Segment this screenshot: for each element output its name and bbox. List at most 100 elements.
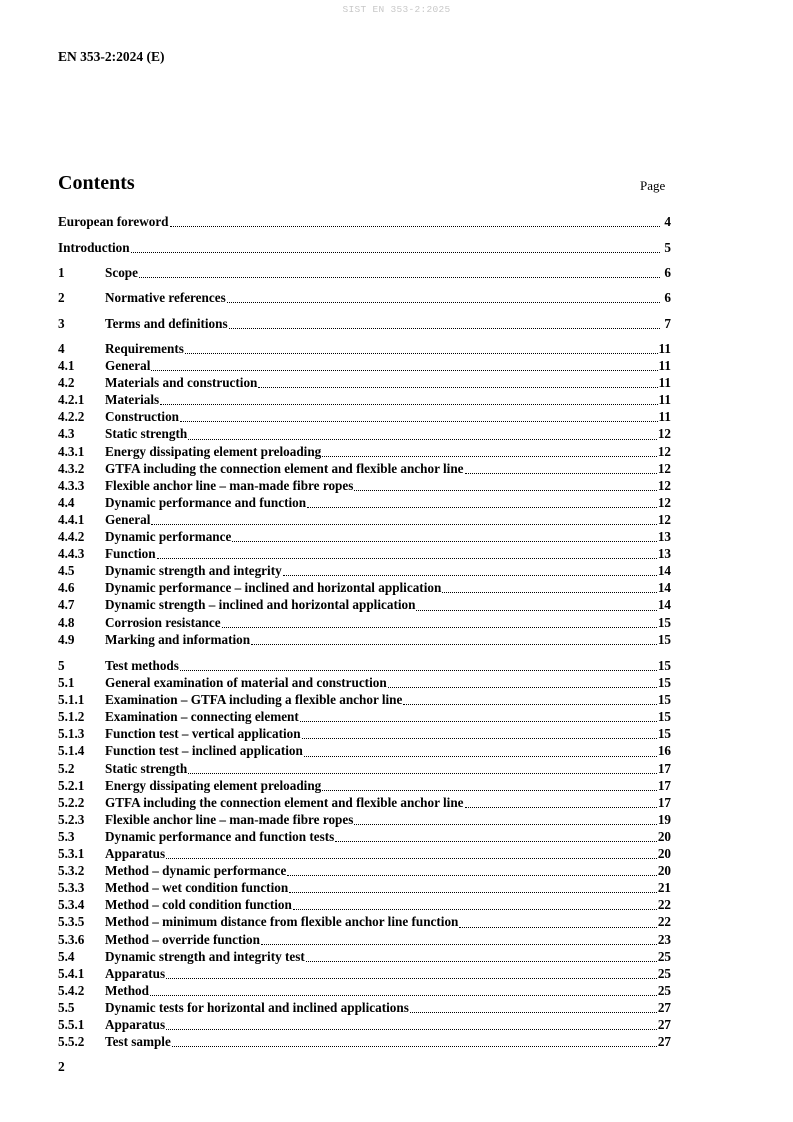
- toc-entry[interactable]: 5.1 General examination of material and c…: [58, 675, 671, 692]
- toc-entry-title: General: [105, 511, 151, 527]
- toc-entry-title: Dynamic strength and integrity test: [105, 948, 305, 964]
- toc-entry[interactable]: 4.8 Corrosion resistance 15: [58, 615, 671, 632]
- toc-entry[interactable]: 5.3.6 Method – override function 23: [58, 932, 671, 949]
- toc-entry-page: 22: [657, 897, 671, 913]
- toc-entry-number: 5.2: [58, 760, 75, 776]
- toc-entry[interactable]: 5.2.1 Energy dissipating element preloadi…: [58, 778, 671, 795]
- page-column-label: Page: [640, 178, 666, 193]
- toc-entry[interactable]: 5.3 Dynamic performance and function test…: [58, 829, 671, 846]
- toc-entry[interactable]: 4.3.3 Flexible anchor line – man-made fib…: [58, 478, 671, 495]
- toc-entry[interactable]: 4.9 Marking and information 15: [58, 632, 671, 649]
- dot-leader: [299, 720, 657, 723]
- toc-entry-title: Terms and definitions: [105, 316, 228, 331]
- dot-leader: [188, 772, 657, 774]
- toc-entry[interactable]: 5.3.5 Method – minimum distance from flex…: [58, 914, 671, 931]
- toc-entry-title: Static strength: [105, 760, 188, 776]
- dot-leader: [289, 891, 657, 894]
- toc-entry[interactable]: 4.6 Dynamic performance – inclined and ho…: [58, 580, 671, 597]
- toc-entry-page: 17: [657, 777, 671, 793]
- dot-leader: [292, 908, 657, 911]
- toc-entry-page: 12: [657, 477, 671, 493]
- toc-entry[interactable]: 5.5 Dynamic tests for horizontal and incl…: [58, 1000, 671, 1017]
- toc-entry[interactable]: 5.4 Dynamic strength and integrity test 25: [58, 949, 671, 966]
- toc-entry-title: Apparatus: [105, 965, 166, 981]
- toc-entry-title: Static strength: [105, 426, 188, 442]
- toc-entry[interactable]: European foreword 4: [58, 214, 671, 231]
- toc-entry[interactable]: 5.1.2 Examination – connecting element 15: [58, 709, 671, 726]
- toc-entry[interactable]: 5.3.3 Method – wet condition function 21: [58, 880, 671, 897]
- dot-leader: [251, 643, 657, 645]
- dot-leader: [188, 438, 657, 440]
- toc-entry[interactable]: 5 Test methods 15: [58, 658, 671, 675]
- dot-leader: [464, 806, 657, 808]
- toc-entry[interactable]: 5.3.1 Apparatus 20: [58, 846, 671, 863]
- toc-entry-page: 27: [657, 1016, 671, 1032]
- toc-entry[interactable]: 5.4.1 Apparatus 25: [58, 966, 671, 983]
- toc-entry-title: Corrosion resistance: [105, 614, 221, 630]
- toc-entry[interactable]: 3 Terms and definitions 7: [58, 316, 671, 333]
- toc-entry-title: General examination of material and cons…: [105, 675, 387, 691]
- dot-leader: [409, 1011, 657, 1013]
- toc-entry[interactable]: 5.5.2 Test sample 27: [58, 1034, 671, 1051]
- toc-entry-title: Method – minimum distance from flexible …: [105, 914, 459, 930]
- toc-entry-page: 15: [657, 614, 671, 630]
- dot-leader: [232, 540, 657, 543]
- toc-group: European foreword 4: [58, 214, 671, 231]
- toc-entry[interactable]: 4.3.2 GTFA including the connection eleme…: [58, 461, 671, 478]
- toc-entry[interactable]: 5.1.3 Function test – vertical applicatio…: [58, 726, 671, 743]
- dot-leader: [403, 703, 657, 706]
- toc-entry-title: Method – cold condition function: [105, 897, 292, 913]
- toc-entry[interactable]: 5.3.4 Method – cold condition function 22: [58, 897, 671, 914]
- toc-entry-number: 4.3.2: [58, 460, 85, 476]
- toc-entry-number: 4.4.2: [58, 529, 85, 545]
- toc-entry-number: 5.1.2: [58, 709, 85, 725]
- toc-entry[interactable]: 4.2 Materials and construction 11: [58, 375, 671, 392]
- toc-entry-number: 4.1: [58, 358, 75, 374]
- toc-entry-page: 14: [657, 580, 671, 596]
- toc-entry[interactable]: 5.2.2 GTFA including the connection eleme…: [58, 795, 671, 812]
- dot-leader: [335, 840, 657, 843]
- toc-entry[interactable]: 4.2.1 Materials 11: [58, 392, 671, 409]
- toc-entry[interactable]: 2 Normative references 6: [58, 290, 671, 307]
- toc-entry-number: 5.3.6: [58, 931, 85, 947]
- toc-entry[interactable]: 4.4 Dynamic performance and function 12: [58, 495, 671, 512]
- toc-entry[interactable]: 4.1 General 11: [58, 358, 671, 375]
- toc-entry[interactable]: 4.3.1 Energy dissipating element preloadi…: [58, 444, 671, 461]
- toc-entry[interactable]: 4.3 Static strength 12: [58, 426, 671, 443]
- toc-entry[interactable]: 4.4.3 Function 13: [58, 546, 671, 563]
- toc-entry-page: 11: [658, 392, 671, 408]
- toc-entry[interactable]: Introduction 5: [58, 240, 671, 257]
- toc-entry-title: Energy dissipating element preloading: [105, 777, 322, 793]
- dot-leader: [322, 789, 657, 791]
- toc-entry[interactable]: 4.2.2 Construction 11: [58, 409, 671, 426]
- toc-entry[interactable]: 5.4.2 Method 25: [58, 983, 671, 1000]
- toc-entry-number: 3: [58, 316, 65, 331]
- toc-entry[interactable]: 4.4.1 General 12: [58, 512, 671, 529]
- toc-entry-number: 4.9: [58, 631, 75, 647]
- toc-entry-page: 15: [657, 658, 671, 673]
- toc-entry-number: 5.4.2: [58, 982, 85, 998]
- toc-entry-title: Method: [105, 982, 149, 998]
- toc-entry-page: 25: [657, 948, 671, 964]
- toc-entry[interactable]: 5.5.1 Apparatus 27: [58, 1017, 671, 1034]
- toc-entry[interactable]: 5.1.4 Function test – inclined applicatio…: [58, 743, 671, 760]
- toc-entry[interactable]: 4.5 Dynamic strength and integrity 14: [58, 563, 671, 580]
- toc-entry-title: Scope: [105, 265, 138, 280]
- dot-leader: [166, 977, 657, 979]
- toc-entry-title: Test sample: [105, 1034, 171, 1050]
- toc-entry[interactable]: 1 Scope 6: [58, 265, 671, 282]
- toc-entry[interactable]: 5.1.1 Examination – GTFA including a flex…: [58, 692, 671, 709]
- toc-entry-page: 20: [657, 863, 671, 879]
- toc-entry[interactable]: 5.2 Static strength 17: [58, 761, 671, 778]
- toc-entry[interactable]: 5.3.2 Method – dynamic performance 20: [58, 863, 671, 880]
- toc-entry-page: 23: [657, 931, 671, 947]
- toc-entry-number: 4.6: [58, 580, 75, 596]
- toc-entry[interactable]: 5.2.3 Flexible anchor line – man-made fib…: [58, 812, 671, 829]
- toc-entry-number: 2: [58, 290, 65, 305]
- toc-entry[interactable]: 4.4.2 Dynamic performance 13: [58, 529, 671, 546]
- toc-entry-title: Method – dynamic performance: [105, 863, 287, 879]
- page-number: 2: [58, 1059, 65, 1074]
- toc-entry[interactable]: 4 Requirements 11: [58, 341, 671, 358]
- toc-entry-page: 4: [664, 214, 671, 229]
- toc-entry[interactable]: 4.7 Dynamic strength – inclined and horiz…: [58, 597, 671, 614]
